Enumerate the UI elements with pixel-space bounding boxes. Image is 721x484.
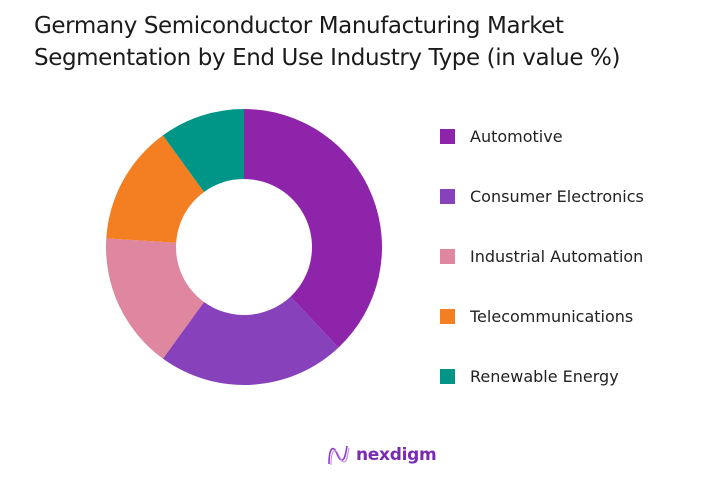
slice-renewable-energy [162,109,244,192]
legend-swatch [440,308,455,324]
slice-industrial-automation [106,238,205,359]
brand-logo: nexdigm [326,444,437,466]
legend-item-consumer-electronics: Consumer Electronics [440,166,644,226]
slice-automotive [244,109,383,348]
legend-item-telecommunications: Telecommunications [440,286,644,346]
title-line-1: Germany Semiconductor Manufacturing Mark… [34,13,564,39]
chart-title: Germany Semiconductor Manufacturing Mark… [34,10,620,74]
title-line-2: Segmentation by End Use Industry Type (i… [34,45,621,71]
legend-item-industrial-automation: Industrial Automation [440,226,644,286]
legend-swatch [440,188,455,204]
legend-label: Automotive [470,126,563,146]
legend-label: Renewable Energy [470,366,619,386]
legend: Automotive Consumer Electronics Industri… [440,106,644,406]
slice-consumer-electronics [162,296,339,386]
legend-label: Telecommunications [470,306,634,326]
legend-item-renewable-energy: Renewable Energy [440,346,644,406]
legend-swatch [440,128,455,144]
legend-label: Industrial Automation [470,246,644,266]
legend-swatch [440,248,455,264]
slice-telecommunications [106,135,205,243]
brand-name: nexdigm [356,445,437,465]
nexdigm-wave-icon [328,445,350,466]
legend-swatch [440,368,455,384]
legend-label: Consumer Electronics [470,186,644,206]
legend-item-automotive: Automotive [440,106,644,166]
